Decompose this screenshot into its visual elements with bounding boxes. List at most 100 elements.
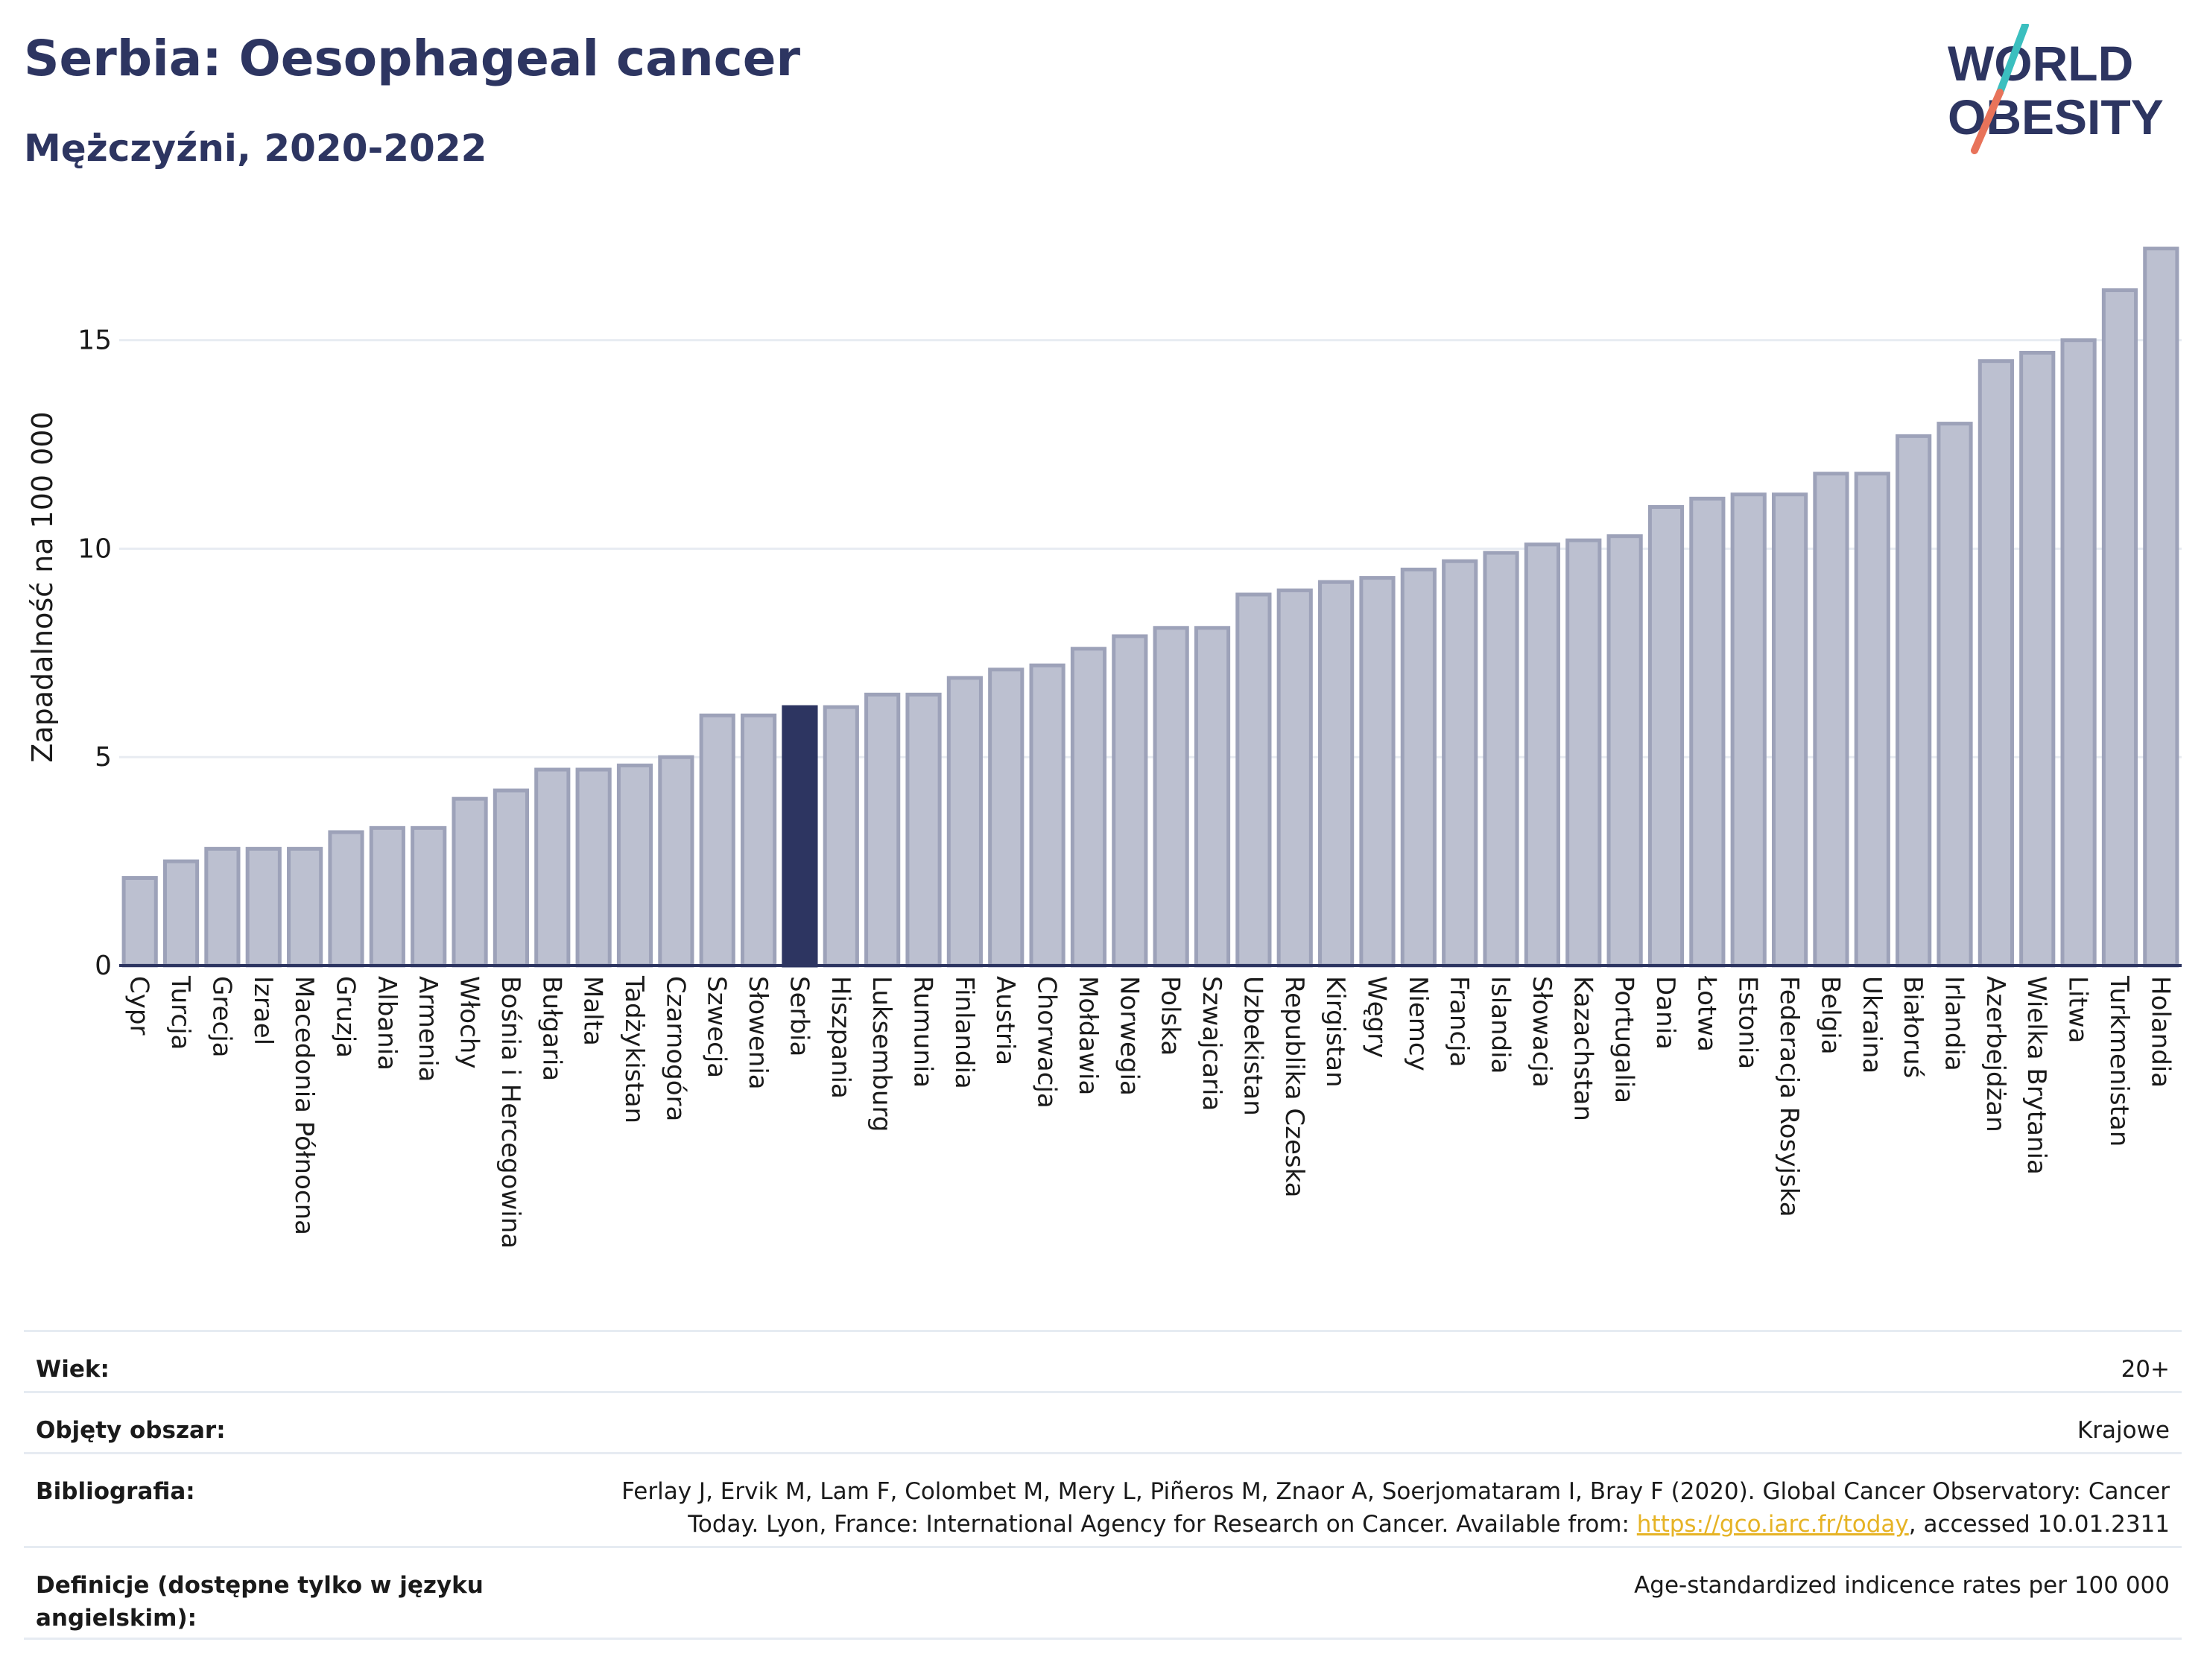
bar-chart: 0 5 10 15 Cypr Turcja Grecja Izrael Macedonia Pó…	[26, 247, 2182, 1249]
bar	[1194, 626, 1231, 968]
x-tick-label: Litwa	[2063, 976, 2093, 1043]
bar	[2019, 350, 2056, 968]
bar	[1318, 580, 1355, 968]
axes: 0 5 10 15 Cypr Turcja Grecja Izrael Macedonia Pó…	[77, 326, 2182, 1249]
x-tick-label: Armenia	[413, 976, 443, 1083]
x-tick-label: Białoruś	[1898, 976, 1928, 1078]
x-tick-label: Szwecja	[702, 976, 732, 1078]
bar	[369, 825, 405, 968]
page-subtitle: Mężczyźni, 2020-2022	[24, 127, 487, 170]
bar	[1400, 567, 1437, 968]
bar	[823, 705, 859, 968]
meta-age-label: Wiek:	[36, 1356, 110, 1383]
y-tick-label: 10	[77, 533, 112, 564]
bar	[2143, 247, 2179, 968]
bar	[1689, 496, 1726, 968]
bar	[1771, 492, 1808, 968]
bar	[162, 859, 200, 968]
x-tick-label: Mołdawia	[1073, 976, 1103, 1095]
bar	[328, 830, 364, 968]
bar	[2101, 288, 2138, 968]
x-tick-label: Azerbejdżan	[1980, 976, 2010, 1132]
x-tick-label: Albania	[372, 976, 402, 1071]
x-tick-label: Irlandia	[1939, 976, 1969, 1071]
x-tick-label: Austria	[990, 976, 1020, 1065]
bar-highlighted	[782, 705, 818, 968]
bibliography-link[interactable]: https://gco.iarc.fr/today	[1636, 1511, 1909, 1538]
x-tick-label: Republika Czeska	[1279, 976, 1309, 1198]
y-tick-label: 5	[95, 742, 112, 773]
x-tick-label: Hiszpania	[826, 976, 855, 1099]
x-tick-label: Cypr	[124, 976, 154, 1035]
meta-coverage-value: Krajowe	[2077, 1417, 2170, 1444]
bar	[287, 846, 323, 968]
x-tick-label: Wielka Brytania	[2021, 976, 2051, 1175]
bar	[1524, 542, 1561, 968]
x-tick-label: Rumunia	[908, 976, 938, 1088]
bar	[1813, 472, 1849, 968]
bar	[1359, 576, 1396, 968]
y-tick-label: 15	[77, 326, 112, 356]
x-tick-label: Polska	[1156, 976, 1185, 1056]
meta-row-definitions: Definicje (dostępne tylko w języku angie…	[24, 1546, 2182, 1640]
x-tick-label: Belgia	[1815, 976, 1845, 1055]
bibliography-line-1: Ferlay J, Ervik M, Lam F, Colombet M, Me…	[621, 1478, 2170, 1505]
bar	[1606, 534, 1643, 968]
bar	[121, 875, 158, 968]
bar	[1153, 626, 1189, 968]
x-tick-label: Macedonia Północna	[289, 976, 319, 1235]
meta-row-age: Wiek: 20+	[24, 1330, 2182, 1391]
x-tick-label: Czarnogóra	[660, 976, 690, 1121]
x-tick-label: Szwajcaria	[1197, 976, 1226, 1111]
bar	[1276, 588, 1313, 968]
bar	[616, 763, 653, 968]
bar	[1647, 504, 1685, 968]
bar	[988, 668, 1025, 968]
bar	[1029, 663, 1065, 968]
x-tick-label: Federacja Rosyjska	[1774, 976, 1804, 1217]
x-tick-label: Holandia	[2145, 976, 2175, 1088]
x-tick-label: Bośnia i Hercegowina	[495, 976, 525, 1249]
bar	[1937, 422, 1973, 968]
x-tick-label: Islandia	[1486, 976, 1516, 1074]
meta-definitions-label: Definicje (dostępne tylko w języku angie…	[36, 1572, 484, 1632]
x-tick-label: Dania	[1650, 976, 1680, 1050]
x-tick-label: Włochy	[455, 976, 484, 1068]
x-tick-label: Tadżykistan	[619, 975, 649, 1123]
x-tick-label: Niemcy	[1403, 976, 1433, 1071]
bar	[1730, 492, 1767, 968]
x-tick-label: Estonia	[1733, 976, 1763, 1069]
y-axis-label: Zapadalność na 100 000	[26, 411, 59, 762]
x-tick-label: Norwegia	[1114, 976, 1144, 1096]
x-tick-label: Łotwa	[1691, 975, 1721, 1052]
x-tick-label: Malta	[578, 976, 608, 1046]
meta-row-bibliography: Bibliografia: Ferlay J, Ervik M, Lam F, …	[24, 1452, 2182, 1546]
bar	[699, 713, 735, 968]
bibliography-line-2: Today. Lyon, France: International Agenc…	[688, 1511, 1637, 1538]
bar	[575, 767, 612, 968]
bar	[946, 676, 983, 968]
bar	[1483, 551, 1519, 968]
meta-bibliography-value: Ferlay J, Ervik M, Lam F, Colombet M, Me…	[605, 1475, 2170, 1541]
meta-definitions-value: Age-standardized indicence rates per 100…	[1634, 1572, 2170, 1599]
y-tick-label: 0	[95, 951, 112, 981]
bar	[534, 767, 571, 968]
logo-line-1: WORLD	[1948, 36, 2133, 91]
x-tick-label: Słowacja	[1527, 976, 1557, 1088]
bar	[452, 796, 488, 968]
x-tick-label: Turkmenistan	[2104, 975, 2134, 1147]
bar	[1112, 634, 1148, 968]
x-tick-label: Węgry	[1361, 976, 1391, 1058]
page-title: Serbia: Oesophageal cancer	[24, 30, 801, 87]
bar	[1977, 359, 2014, 968]
x-tick-label: Francja	[1444, 976, 1474, 1067]
x-tick-label: Luksemburg	[867, 976, 896, 1132]
x-tick-label: Uzbekistan	[1238, 976, 1267, 1116]
bar	[1070, 647, 1107, 968]
x-tick-label: Turcja	[165, 975, 195, 1050]
x-tick-label: Chorwacja	[1032, 976, 1062, 1109]
world-obesity-logo: WORLD OBESITY	[1948, 24, 2164, 154]
x-tick-label: Finlandia	[949, 976, 979, 1089]
bar	[411, 825, 447, 968]
bar	[1896, 434, 1932, 968]
